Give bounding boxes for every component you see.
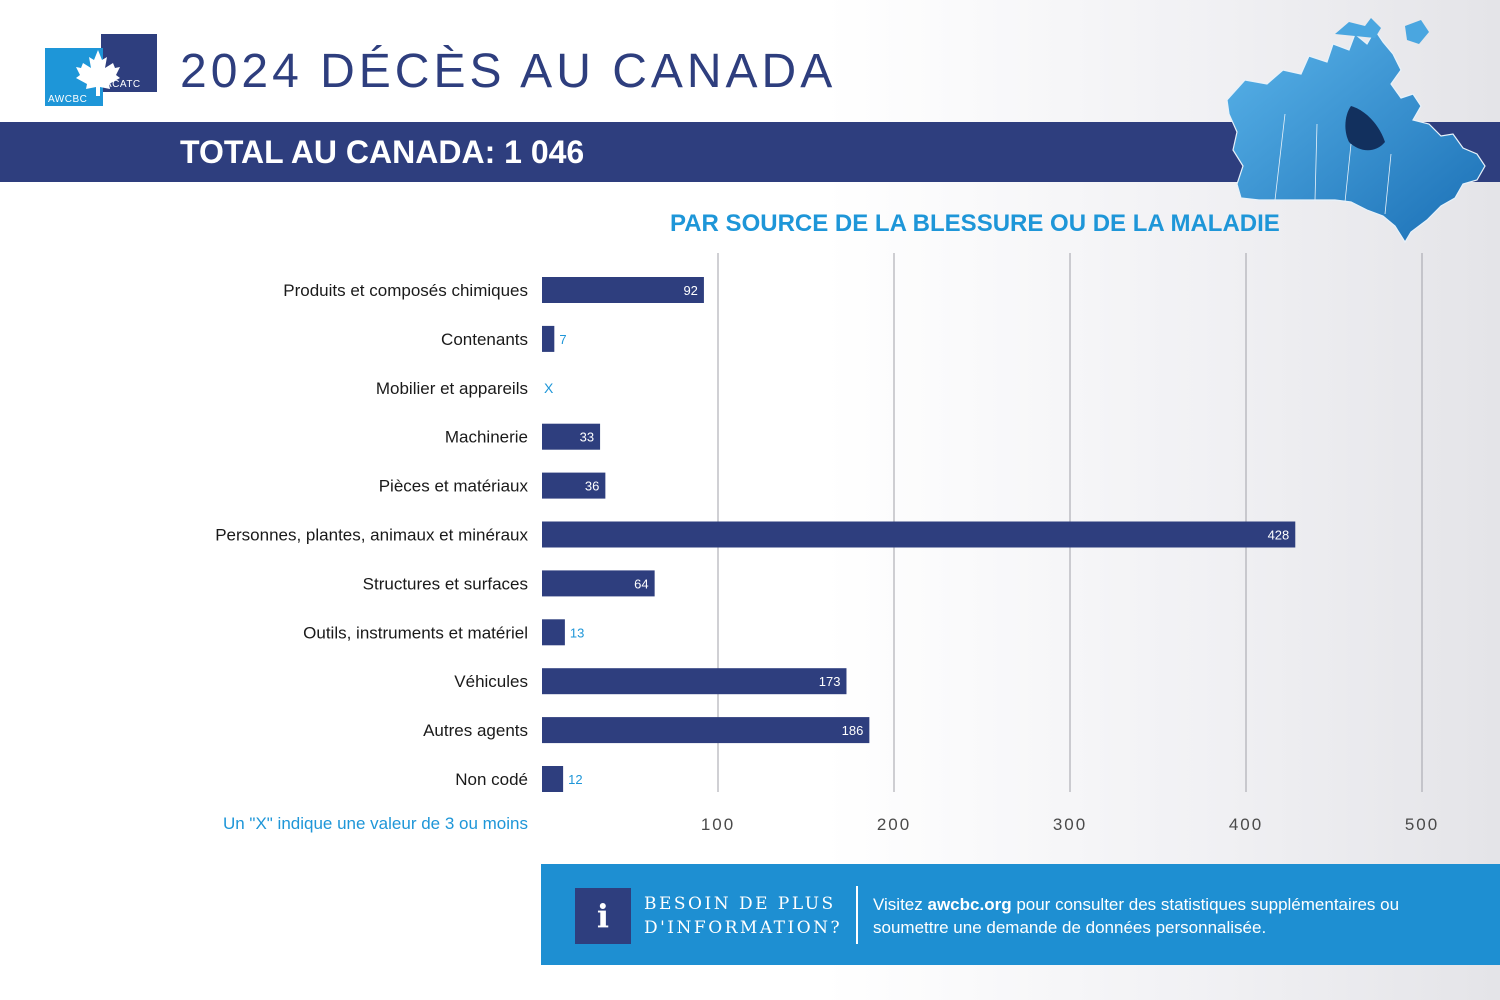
info-divider: [856, 886, 858, 944]
value-label: 92: [683, 283, 697, 298]
bar: [542, 766, 564, 792]
category-label: Pièces et matériaux: [379, 477, 529, 496]
x-tick-label: 400: [1229, 815, 1263, 834]
x-tick-label: 200: [877, 815, 911, 834]
bar: [542, 423, 601, 450]
category-label: Outils, instruments et matériel: [303, 623, 528, 642]
x-tick-label: 100: [701, 815, 735, 834]
category-label: Machinerie: [445, 428, 528, 447]
bar: [542, 472, 606, 499]
bar: [542, 570, 655, 597]
category-label: Structures et surfaces: [363, 574, 528, 593]
value-label: 12: [568, 772, 582, 787]
info-text: Visitez awcbc.org pour consulter des sta…: [873, 893, 1473, 939]
value-label: 428: [1268, 528, 1290, 543]
logo-label-awcbc: AWCBC: [48, 94, 88, 105]
category-label: Mobilier et appareils: [376, 379, 528, 398]
category-label: Contenants: [441, 330, 528, 349]
bar: [542, 277, 704, 303]
bar: [542, 325, 555, 352]
value-label: 64: [634, 576, 648, 591]
info-box: i BESOIN DE PLUS D'INFORMATION? Visitez …: [541, 864, 1500, 965]
info-heading-line1: BESOIN DE PLUS: [644, 894, 836, 914]
value-label: X: [544, 380, 554, 396]
category-label: Non codé: [455, 770, 528, 789]
info-text-after: pour consulter des statistiques suppléme…: [873, 895, 1400, 937]
info-link[interactable]: awcbc.org: [927, 895, 1012, 914]
bar: [542, 668, 847, 695]
awcbc-logo: AWCBC ACATC: [45, 34, 157, 106]
info-text-before: Visitez: [873, 895, 928, 914]
bar-chart: 100 200 300 400 500 Produits et composés chim…: [215, 253, 1439, 834]
value-label: 173: [819, 674, 841, 689]
value-label: 186: [842, 723, 864, 738]
value-label: 7: [559, 332, 566, 347]
bar: [542, 521, 1296, 548]
info-heading-line2: D'INFORMATION?: [644, 918, 843, 938]
x-tick-label: 300: [1053, 815, 1087, 834]
value-label: 36: [585, 479, 599, 494]
total-banner-text: TOTAL AU CANADA: 1 046: [180, 134, 585, 170]
category-label: Produits et composés chimiques: [283, 281, 528, 300]
page-title: 2024 DÉCÈS AU CANADA: [180, 45, 837, 98]
bar: [542, 619, 565, 646]
footnote: Un "X" indique une valeur de 3 ou moins: [222, 814, 528, 833]
chart-title: PAR SOURCE DE LA BLESSURE OU DE LA MALAD…: [670, 210, 1280, 237]
bar: [542, 717, 870, 744]
maple-leaf-icon: [76, 50, 120, 96]
info-icon: i: [575, 888, 631, 944]
category-label: Autres agents: [423, 721, 528, 740]
canada-map-icon: [1226, 18, 1486, 244]
category-label: Véhicules: [454, 672, 528, 691]
info-heading: BESOIN DE PLUS D'INFORMATION?: [644, 892, 854, 940]
logo-label-acatc: ACATC: [105, 79, 141, 90]
value-label: 13: [570, 625, 584, 640]
x-tick-label: 500: [1405, 815, 1439, 834]
category-label: Personnes, plantes, animaux et minéraux: [215, 526, 528, 545]
value-label: 33: [580, 430, 594, 445]
